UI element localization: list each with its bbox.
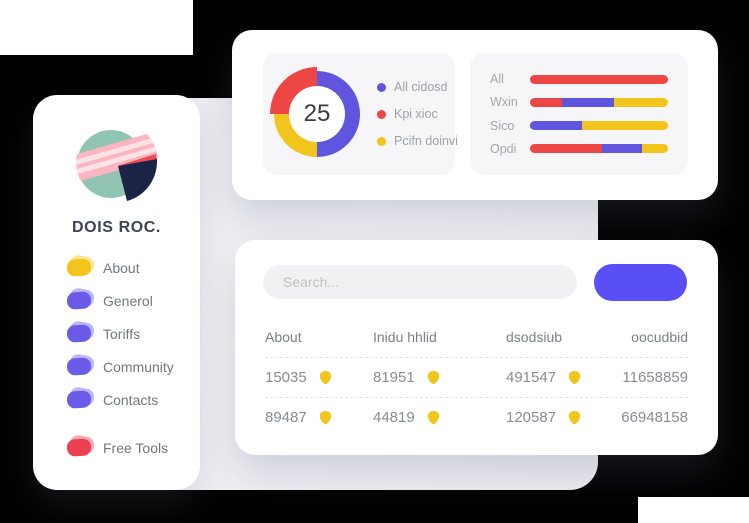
table-cell: 81951 <box>373 369 506 386</box>
table-row: 15035 81951 491547 11658859 <box>265 358 688 398</box>
table-cell: 15035 <box>265 369 373 386</box>
nav-item-label: About <box>103 259 140 276</box>
column-header: About <box>265 329 302 345</box>
legend-dot-icon <box>377 136 386 146</box>
shield-icon <box>427 410 440 425</box>
sidebar-item-free-tools[interactable]: Free Tools <box>33 431 200 464</box>
shield-icon <box>319 370 332 385</box>
sidebar-item-about[interactable]: About <box>33 251 200 284</box>
brand-name: DOIS ROC. <box>72 219 161 236</box>
bar-segment <box>530 144 602 154</box>
bar-segment <box>641 144 668 154</box>
nav-blob-icon <box>66 386 96 409</box>
bar-segment <box>561 97 615 107</box>
shield-icon <box>319 410 332 425</box>
cell-value: 11658859 <box>622 369 688 386</box>
sidebar-item-contacts[interactable]: Contacts <box>33 383 200 416</box>
cell-value: 81951 <box>373 369 415 386</box>
table-cell: 44819 <box>373 409 506 426</box>
bar-segment <box>530 74 668 84</box>
sidebar-nav: About Generol Toriffs Community Contacts Free… <box>33 251 200 464</box>
sidebar-item-generol[interactable]: Generol <box>33 284 200 317</box>
shield-icon <box>568 370 581 385</box>
column-header: dsodsiub <box>506 329 563 345</box>
donut-chart: 25 <box>270 67 360 157</box>
bar-segment <box>530 121 583 131</box>
nav-item-label: Toriffs <box>103 325 141 342</box>
search-input[interactable] <box>263 265 577 299</box>
bar-label: Sico <box>490 118 515 133</box>
bar-segment <box>582 121 668 131</box>
background-block-top-left <box>0 0 193 55</box>
shield-icon <box>427 370 440 385</box>
bar-segment <box>530 97 562 107</box>
table-cell: 120587 <box>506 409 618 426</box>
background-block-bottom-right <box>638 497 749 523</box>
table-cell: 66948158 <box>618 409 688 426</box>
legend-label: Kpi xioc <box>394 107 438 121</box>
donut-center-value: 25 <box>289 86 345 142</box>
nav-item-label: Free Tools <box>103 439 169 456</box>
table-cell: 89487 <box>265 409 373 426</box>
nav-blob-icon <box>66 287 96 310</box>
cell-value: 66948158 <box>621 409 688 426</box>
bar-row-sico: Sico <box>490 115 668 137</box>
bar-track <box>530 121 668 131</box>
nav-blob-icon <box>66 254 96 277</box>
donut-legend: All cidosd Kpi xioc Pcifn doinvi <box>377 80 458 148</box>
donut-chart-panel: 25 All cidosd Kpi xioc Pcifn doinvi <box>263 53 458 175</box>
cell-value: 15035 <box>265 369 307 386</box>
bar-label: Wxin <box>490 95 518 110</box>
table-header-row: About Inidu hhlid dsodsiub oocudbid <box>265 329 688 358</box>
sidebar-item-toriffs[interactable]: Toriffs <box>33 317 200 350</box>
bar-label: Opdi <box>490 141 517 156</box>
bar-segment <box>601 144 642 154</box>
cell-value: 120587 <box>506 409 557 426</box>
legend-dot-icon <box>377 109 386 119</box>
bar-track <box>530 144 668 154</box>
table-row: 89487 44819 120587 66948158 <box>265 398 688 437</box>
cell-value: 89487 <box>265 409 307 426</box>
bar-track <box>530 97 668 107</box>
sidebar-item-community[interactable]: Community <box>33 350 200 383</box>
nav-item-label: Contacts <box>103 391 159 408</box>
column-header: oocudbid <box>631 329 688 345</box>
stacked-bars-panel: All Wxin Sico Opdi <box>470 53 688 175</box>
stats-card: 25 All cidosd Kpi xioc Pcifn doinvi All Wxi… <box>232 30 718 200</box>
legend-label: All cidosd <box>394 80 448 94</box>
table-cell: 11658859 <box>618 369 688 386</box>
cell-value: 491547 <box>506 369 557 386</box>
table-card: About Inidu hhlid dsodsiub oocudbid 1503… <box>235 240 718 455</box>
legend-dot-icon <box>377 82 386 92</box>
legend-item: Kpi xioc <box>377 107 458 121</box>
bar-segment <box>614 97 668 107</box>
nav-blob-icon <box>66 353 96 376</box>
bar-label: All <box>490 72 504 86</box>
column-header: Inidu hhlid <box>373 329 437 345</box>
legend-item: Pcifn doinvi <box>377 134 458 148</box>
table-cell: 491547 <box>506 369 618 386</box>
table-body: 15035 81951 491547 11658859 89487 44819 120587… <box>265 358 688 437</box>
shield-icon <box>568 410 581 425</box>
nav-item-label: Community <box>103 358 174 375</box>
bar-track <box>530 74 668 84</box>
data-table: About Inidu hhlid dsodsiub oocudbid 1503… <box>265 329 688 437</box>
legend-item: All cidosd <box>377 80 458 94</box>
nav-blob-icon <box>66 320 96 343</box>
primary-action-button[interactable] <box>594 264 687 301</box>
nav-blob-icon <box>66 434 96 457</box>
brand-logo-icon <box>75 121 158 203</box>
bar-row-all: All <box>490 68 668 90</box>
bar-row-wxin: Wxin <box>490 91 668 113</box>
sidebar: DOIS ROC. About Generol Toriffs Community Co… <box>33 95 200 490</box>
bar-row-opdi: Opdi <box>490 138 668 160</box>
nav-item-label: Generol <box>103 292 153 309</box>
cell-value: 44819 <box>373 409 415 426</box>
legend-label: Pcifn doinvi <box>394 134 458 148</box>
